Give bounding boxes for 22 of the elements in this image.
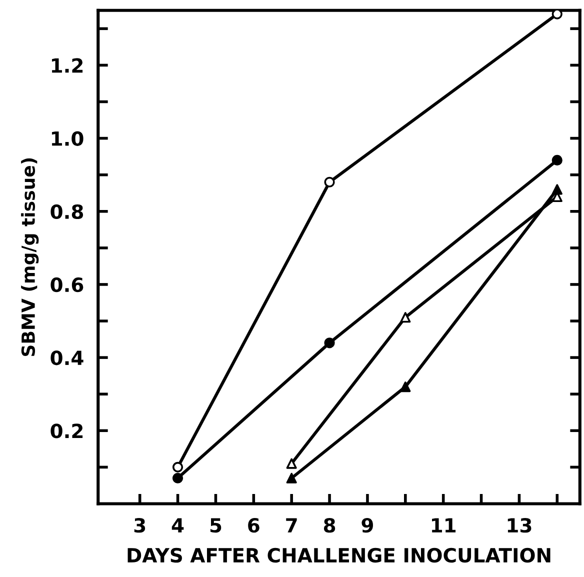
x-axis-title: DAYS AFTER CHALLENGE INOCULATION xyxy=(128,548,550,563)
x-tick-label: 7 xyxy=(286,518,297,532)
x-tick-label: 6 xyxy=(248,518,260,533)
point xyxy=(286,472,297,484)
y-tick-label: 1.2 xyxy=(52,58,83,73)
x-tick-label: 5 xyxy=(210,518,222,533)
x-tick-label: 11 xyxy=(432,518,456,532)
point xyxy=(552,184,562,195)
y-tick-label: 0.8 xyxy=(50,204,84,220)
x-tick-label: 8 xyxy=(324,518,336,533)
point xyxy=(286,458,297,469)
y-tick-label: 0.6 xyxy=(50,277,84,292)
y-tick-label: 0.2 xyxy=(50,424,83,438)
point xyxy=(400,312,411,323)
x-tick-label: 4 xyxy=(172,518,184,532)
point xyxy=(400,381,411,392)
y-tick-label: 0.4 xyxy=(50,350,84,366)
x-tick-label: 9 xyxy=(362,518,373,533)
y-axis-title: SBMV (mg/g tissue) xyxy=(21,158,39,356)
x-tick-label: 3 xyxy=(134,518,146,533)
y-tick-label: 1.0 xyxy=(52,131,84,146)
x-tick-label: 13 xyxy=(508,518,532,533)
